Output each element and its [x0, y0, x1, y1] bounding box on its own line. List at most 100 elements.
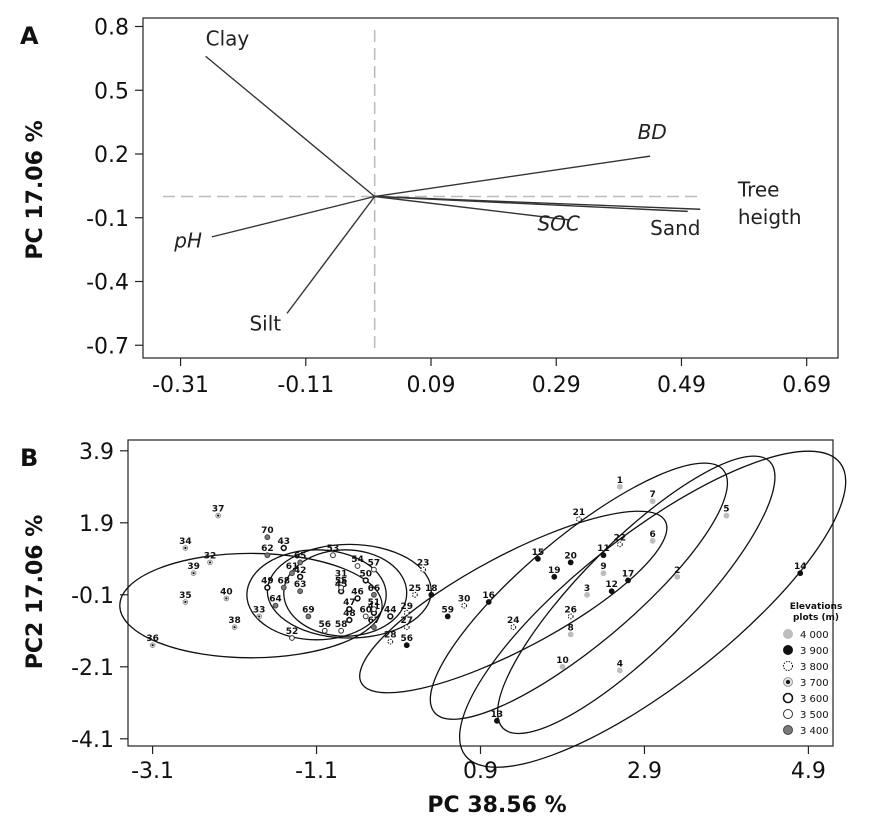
- plot-point: [600, 552, 607, 559]
- plot-point-label: 54: [351, 555, 364, 565]
- b-x-tick-label: 2.9: [627, 759, 662, 784]
- legend-marker: [783, 709, 793, 719]
- vector-label-clay: Clay: [206, 27, 250, 51]
- plot-point-label: 68: [277, 577, 290, 587]
- panel-a-vectors: Clay BD Tree heigth Sand SOC pH Silt: [173, 27, 801, 336]
- plot-point: [534, 555, 541, 562]
- plot-point: [371, 606, 377, 613]
- plot-point: [567, 559, 574, 566]
- plot-point-label: 37: [212, 505, 225, 515]
- a-x-tick-label: 0.09: [407, 373, 456, 398]
- plot-point: [403, 624, 410, 631]
- plot-point: [296, 573, 304, 580]
- plot-point: [371, 566, 377, 573]
- plot-point: [616, 483, 623, 490]
- plot-point-label: 40: [220, 587, 233, 597]
- plot-point: [297, 588, 304, 595]
- plot-point: [182, 599, 189, 605]
- plot-point-label: 36: [146, 634, 159, 644]
- legend-item-label: 3 700: [800, 678, 829, 689]
- panel-a-letter: A: [20, 22, 39, 50]
- plot-point-label: 1: [617, 476, 623, 486]
- plot-point: [616, 541, 623, 548]
- plot-point: [387, 613, 394, 620]
- vector-label-ph: pH: [173, 229, 202, 253]
- panel-b-x-ticks: -3.1 -1.1 0.9 2.9 4.9: [131, 746, 826, 784]
- plot-point-label: 13: [491, 710, 504, 720]
- a-x-tick-label: 0.69: [782, 373, 831, 398]
- confidence-ellipse: [429, 462, 729, 720]
- plot-point: [182, 545, 189, 551]
- plot-point-label: 43: [277, 537, 290, 547]
- vector-label-heigth: heigth: [738, 205, 802, 229]
- plot-point: [354, 595, 361, 602]
- plot-point: [420, 566, 427, 573]
- plot-point: [723, 512, 730, 519]
- plot-point: [485, 599, 492, 605]
- plot-point: [608, 588, 615, 595]
- plot-point-label: 58: [335, 620, 348, 630]
- plot-point: [797, 570, 804, 577]
- plot-point: [264, 534, 271, 541]
- plot-point-label: 38: [228, 616, 241, 626]
- plot-point-label: 61: [286, 562, 299, 572]
- plot-point-label: 55: [335, 577, 348, 587]
- a-x-tick-label: 0.49: [657, 373, 706, 398]
- plot-point-label: 27: [400, 616, 413, 626]
- confidence-ellipse: [359, 510, 668, 694]
- confidence-ellipse: [246, 549, 387, 641]
- plot-point-label: 30: [458, 595, 471, 605]
- plot-point-label: 23: [417, 559, 430, 569]
- panel-b-x-axis-title: PC 38.56 %: [427, 793, 566, 818]
- vector-label-bd: BD: [638, 120, 667, 144]
- b-y-tick-label: -4.1: [71, 728, 114, 753]
- plot-point: [338, 584, 345, 591]
- plot-point: [321, 627, 328, 634]
- plot-point: [674, 573, 681, 580]
- plot-point-label: 56: [318, 620, 331, 630]
- vector-clay: [205, 55, 376, 198]
- plot-point: [567, 613, 574, 620]
- plot-point-label: 33: [253, 605, 266, 615]
- plot-point: [264, 552, 271, 559]
- plot-point: [280, 584, 287, 591]
- legend-marker: [783, 677, 793, 687]
- plot-point-label: 15: [532, 548, 545, 558]
- plot-point-label: 62: [261, 544, 274, 554]
- plot-point-label: 49: [261, 577, 274, 587]
- plot-point-label: 60: [359, 605, 372, 615]
- plot-point: [387, 638, 394, 645]
- vector-label-sand: Sand: [650, 216, 700, 240]
- plot-point-label: 5: [723, 505, 729, 515]
- legend-marker: [782, 692, 794, 704]
- b-y-tick-label: -0.1: [71, 584, 114, 609]
- plot-point: [412, 591, 418, 598]
- legend-marker: [783, 725, 793, 735]
- a-y-tick-label: -0.7: [86, 334, 129, 359]
- vector-ph: [211, 195, 375, 238]
- vector-silt: [286, 196, 376, 314]
- panel-b-y-axis-title: PC2 17.06 %: [23, 515, 48, 670]
- a-y-tick-label: 0.5: [94, 79, 129, 104]
- legend-marker: [783, 645, 793, 655]
- plot-point-label: 29: [400, 602, 413, 612]
- vector-bd: [374, 155, 651, 198]
- confidence-ellipse: [283, 549, 408, 637]
- plot-point: [362, 613, 369, 620]
- plot-point-label: 39: [187, 562, 200, 572]
- plot-point: [584, 591, 590, 598]
- plot-point-label: 65: [294, 551, 307, 561]
- plot-point: [559, 663, 566, 670]
- b-x-tick-label: -3.1: [131, 759, 174, 784]
- panel-a-frame: [142, 17, 839, 359]
- plot-point: [346, 605, 353, 613]
- legend-marker: [783, 629, 793, 639]
- plot-point-label: 46: [351, 587, 364, 597]
- plot-point: [461, 602, 468, 609]
- plot-point-label: 47: [343, 598, 356, 608]
- b-y-tick-label: 1.9: [79, 512, 114, 537]
- legend-marker: [783, 661, 793, 671]
